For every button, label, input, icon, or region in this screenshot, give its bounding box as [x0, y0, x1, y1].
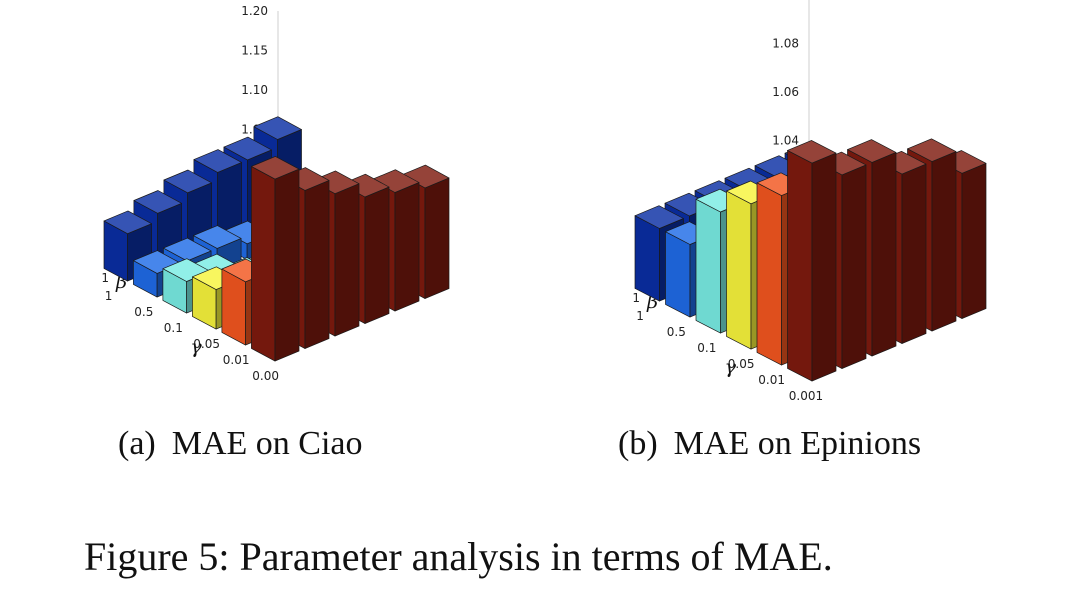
gamma-tick-label: 0.1: [164, 321, 183, 335]
z-tick-label: 1.08: [772, 36, 799, 50]
gamma-tick-label: 0.001: [789, 389, 823, 403]
gamma-tick-label: 1: [636, 309, 644, 323]
subcaption-a-tag: (a): [118, 425, 156, 462]
subcaption-b: (b) MAE on Epinions: [618, 425, 921, 463]
gamma-tick-label: 0.00: [252, 369, 279, 383]
z-tick-label: 1.10: [772, 0, 799, 2]
gamma-tick-label: 1: [105, 289, 113, 303]
bar-chart-ciao: 1.001.051.101.151.2010.50.10.050.010.001…: [101, 4, 450, 383]
subcaption-a: (a) MAE on Ciao: [118, 425, 363, 463]
gamma-tick-label: 0.05: [193, 337, 220, 351]
z-tick-label: 1.04: [772, 133, 799, 147]
figure-caption-number: Figure 5:: [84, 534, 230, 579]
z-tick-label: 1.15: [241, 44, 268, 58]
bar-chart-epinions: 1.021.041.061.081.1010.50.10.050.010.001…: [632, 0, 987, 403]
gamma-tick-label: 0.5: [134, 305, 153, 319]
gamma-tick-label: 0.5: [667, 325, 686, 339]
subcaption-b-tag: (b): [618, 425, 658, 462]
gamma-tick-label: 0.01: [223, 353, 250, 367]
bar: [787, 140, 837, 382]
gamma-axis-label: γ: [725, 356, 737, 378]
gamma-tick-label: 0.05: [728, 357, 755, 371]
gamma-axis-label: γ: [190, 336, 202, 358]
figure-caption: Figure 5: Parameter analysis in terms of …: [84, 533, 833, 580]
beta-tick-label: 1: [101, 271, 109, 285]
gamma-tick-label: 0.1: [697, 341, 716, 355]
z-tick-label: 1.20: [241, 4, 268, 18]
beta-tick-label: 1: [632, 291, 640, 305]
subcaption-a-title: MAE on Ciao: [171, 425, 363, 462]
gamma-tick-label: 0.01: [758, 373, 785, 387]
bar: [251, 156, 300, 362]
z-tick-label: 1.10: [241, 83, 268, 97]
subcaption-b-title: MAE on Epinions: [673, 425, 922, 462]
figure-caption-text: Parameter analysis in terms of MAE.: [239, 534, 833, 579]
z-tick-label: 1.06: [772, 85, 799, 99]
